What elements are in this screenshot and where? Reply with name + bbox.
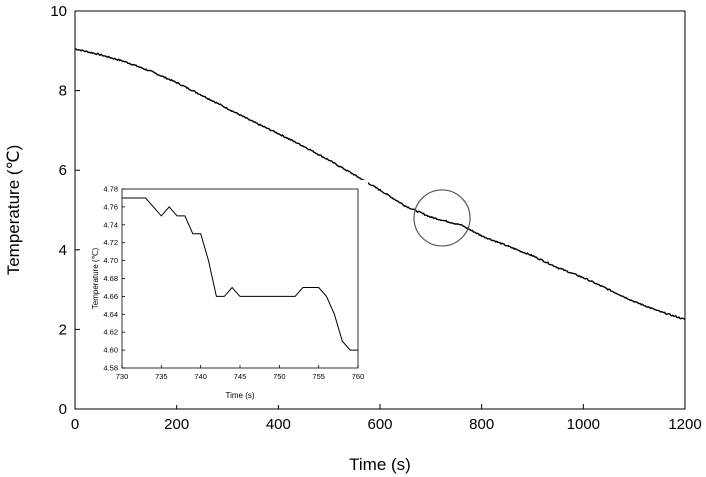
inset-x-axis: 730 735 740 745 750 755 760 [116, 365, 365, 381]
inset-x-tick-label: 755 [312, 372, 325, 381]
main-y-axis: 0 2 4 6 8 10 [50, 3, 80, 418]
main-x-tick-label: 600 [367, 416, 392, 433]
inset-y-tick-label: 4.60 [103, 346, 118, 355]
inset-x-tick-label: 730 [116, 372, 129, 381]
inset-y-axis: 4.58 4.60 4.62 4.64 4.66 4.68 4.70 4.72 4.74 4.76… [103, 185, 125, 373]
main-x-tick-label: 1200 [668, 416, 701, 433]
inset-x-axis-label: Time (s) [225, 391, 254, 400]
inset-x-tick-label: 740 [194, 372, 207, 381]
zoom-circle-annotation [413, 189, 471, 247]
inset-y-tick-label: 4.76 [103, 202, 118, 211]
inset-y-tick-label: 4.74 [103, 220, 118, 229]
main-y-tick-label: 4 [59, 242, 67, 259]
inset-y-tick-label: 4.70 [103, 256, 118, 265]
inset-y-tick-label: 4.66 [103, 292, 118, 301]
main-x-tick-label: 0 [71, 416, 79, 433]
main-y-axis-label: Temperature (℃) [4, 145, 23, 276]
main-plot: 0 200 400 600 800 1000 1200 0 2 4 6 8 10 Time (s) T… [4, 3, 702, 474]
inset-x-tick-label: 745 [234, 372, 247, 381]
inset-y-tick-label: 4.62 [103, 328, 118, 337]
main-x-tick-label: 800 [469, 416, 494, 433]
main-y-tick-label: 10 [50, 3, 67, 20]
main-y-tick-label: 8 [59, 83, 67, 100]
inset-x-tick-label: 750 [273, 372, 286, 381]
main-x-tick-label: 200 [164, 416, 189, 433]
main-y-tick-label: 6 [59, 162, 67, 179]
inset-y-tick-label: 4.58 [103, 364, 118, 373]
inset-y-tick-label: 4.68 [103, 274, 118, 283]
main-y-tick-label: 2 [59, 321, 67, 338]
inset-y-axis-label: Temperature (℃) [91, 247, 100, 309]
main-x-axis-label: Time (s) [349, 455, 411, 474]
inset-background [86, 180, 368, 405]
inset-x-tick-label: 760 [352, 372, 365, 381]
inset-series-line [122, 197, 358, 351]
main-y-tick-label: 0 [59, 401, 67, 418]
inset-y-tick-label: 4.72 [103, 238, 118, 247]
inset-y-tick-label: 4.64 [103, 310, 118, 319]
inset-x-tick-label: 735 [155, 372, 168, 381]
main-x-tick-label: 1000 [567, 416, 600, 433]
inset-plot: 730 735 740 745 750 755 760 4.584.604.624.644.… [86, 180, 368, 405]
main-series-line [74, 48, 686, 320]
main-x-tick-label: 400 [266, 416, 291, 433]
inset-y-tick-label: 4.78 [103, 185, 118, 194]
main-x-axis: 0 200 400 600 800 1000 1200 [71, 404, 702, 433]
